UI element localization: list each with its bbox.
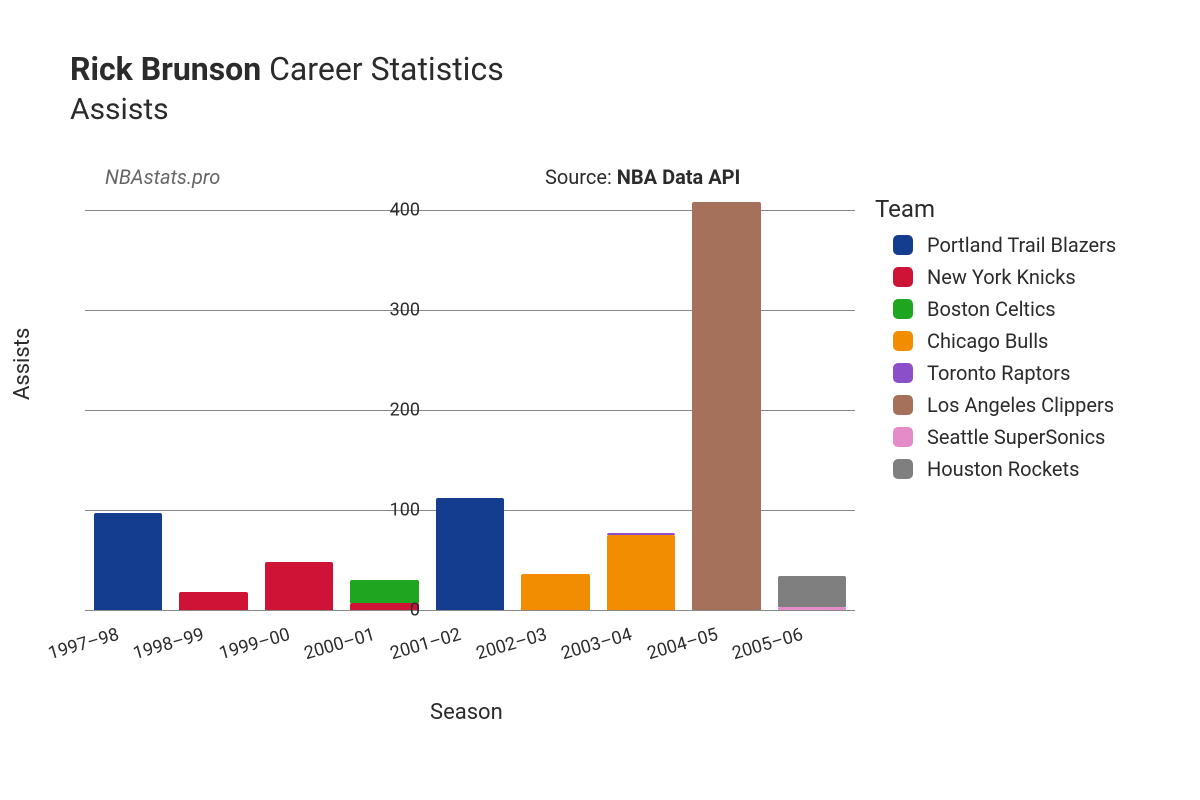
legend: Team Portland Trail Blazers New York Knic… [875, 195, 1116, 485]
source-name: NBA Data API [617, 165, 741, 189]
watermark-text: NBAstats.pro [105, 165, 220, 189]
grid-line [85, 610, 855, 611]
y-tick-label: 0 [370, 600, 420, 621]
bar-segment [778, 576, 846, 607]
title-suffix: Career Statistics [269, 50, 504, 88]
title-line-1: Rick Brunson Career Statistics [70, 50, 504, 88]
legend-item: Toronto Raptors [875, 357, 1116, 389]
legend-label: Seattle SuperSonics [927, 425, 1105, 449]
bar-segment [778, 607, 846, 610]
legend-swatch [893, 459, 913, 479]
bar-segment [436, 498, 504, 610]
x-tick-label: 1999–00 [217, 624, 292, 664]
x-tick-label: 1998–99 [131, 624, 206, 664]
x-axis-title: Season [430, 700, 503, 725]
x-tick-label: 2004–05 [644, 624, 719, 664]
legend-swatch [893, 363, 913, 383]
y-tick-label: 200 [370, 400, 420, 421]
legend-swatch [893, 235, 913, 255]
legend-item: Los Angeles Clippers [875, 389, 1116, 421]
bar-segment [521, 574, 589, 610]
legend-swatch [893, 331, 913, 351]
x-tick-label: 2002–03 [473, 624, 548, 664]
y-axis-title: Assists [10, 328, 35, 400]
x-tick-label: 2000–01 [302, 624, 377, 664]
legend-label: Houston Rockets [927, 457, 1079, 481]
legend-item: New York Knicks [875, 261, 1116, 293]
legend-swatch [893, 427, 913, 447]
source-label: Source: NBA Data API [545, 165, 740, 189]
bar-segment [607, 535, 675, 610]
legend-item: Portland Trail Blazers [875, 229, 1116, 261]
legend-item: Chicago Bulls [875, 325, 1116, 357]
legend-label: Portland Trail Blazers [927, 233, 1116, 257]
x-tick-label: 2003–04 [559, 624, 634, 664]
legend-label: Toronto Raptors [927, 361, 1070, 385]
chart-title-block: Rick Brunson Career Statistics Assists [70, 50, 504, 127]
source-prefix: Source: [545, 165, 617, 189]
x-tick-label: 2001–02 [388, 624, 463, 664]
x-tick-label: 2005–06 [730, 624, 805, 664]
bar-segment [94, 513, 162, 610]
legend-swatch [893, 395, 913, 415]
legend-label: Los Angeles Clippers [927, 393, 1114, 417]
bar-segment [179, 592, 247, 610]
legend-label: Boston Celtics [927, 297, 1056, 321]
y-tick-label: 400 [370, 200, 420, 221]
legend-swatch [893, 299, 913, 319]
y-tick-label: 300 [370, 300, 420, 321]
legend-item: Houston Rockets [875, 453, 1116, 485]
player-name: Rick Brunson [70, 50, 261, 88]
bar-segment [265, 562, 333, 610]
legend-label: Chicago Bulls [927, 329, 1048, 353]
legend-title: Team [875, 195, 1116, 223]
bar-segment [607, 533, 675, 535]
legend-item: Seattle SuperSonics [875, 421, 1116, 453]
x-tick-label: 1997–98 [46, 624, 121, 664]
bar-segment [692, 202, 760, 610]
legend-label: New York Knicks [927, 265, 1076, 289]
y-tick-label: 100 [370, 500, 420, 521]
legend-item: Boston Celtics [875, 293, 1116, 325]
title-metric: Assists [70, 92, 504, 127]
legend-swatch [893, 267, 913, 287]
chart-plot-area [85, 190, 855, 610]
